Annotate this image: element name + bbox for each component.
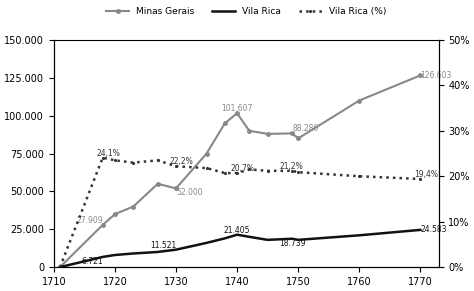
Vila Rica — [112, 253, 118, 257]
Vila Rica (%) — [155, 159, 161, 162]
Minas Gerais — [418, 74, 423, 77]
Vila Rica — [418, 228, 423, 232]
Minas Gerais — [57, 265, 63, 269]
Vila Rica (%) — [356, 175, 362, 178]
Vila Rica — [234, 233, 240, 237]
Vila Rica — [356, 234, 362, 237]
Vila Rica (%) — [130, 161, 136, 164]
Vila Rica — [173, 248, 179, 251]
Minas Gerais — [100, 223, 106, 227]
Text: 24,1%: 24,1% — [97, 149, 120, 158]
Vila Rica (%) — [57, 265, 63, 269]
Text: 20,7%: 20,7% — [231, 164, 255, 173]
Text: 22,2%: 22,2% — [170, 157, 194, 166]
Minas Gerais — [204, 152, 210, 155]
Minas Gerais — [356, 99, 362, 102]
Vila Rica — [130, 252, 136, 255]
Vila Rica (%) — [265, 169, 271, 173]
Minas Gerais — [246, 129, 252, 133]
Text: 24.583: 24.583 — [420, 226, 447, 234]
Minas Gerais — [173, 187, 179, 190]
Text: 52.000: 52.000 — [176, 188, 203, 197]
Vila Rica — [204, 241, 210, 245]
Minas Gerais — [130, 205, 136, 208]
Minas Gerais — [289, 132, 295, 135]
Vila Rica (%) — [295, 171, 301, 174]
Legend: Minas Gerais, Vila Rica, Vila Rica (%): Minas Gerais, Vila Rica, Vila Rica (%) — [103, 3, 390, 20]
Vila Rica — [57, 265, 63, 269]
Vila Rica — [289, 237, 295, 240]
Text: 101.607: 101.607 — [221, 104, 253, 113]
Vila Rica — [295, 238, 301, 242]
Vila Rica — [265, 238, 271, 242]
Text: 18.739: 18.739 — [279, 239, 305, 248]
Minas Gerais — [155, 182, 161, 186]
Line: Vila Rica: Vila Rica — [60, 230, 420, 267]
Line: Minas Gerais: Minas Gerais — [58, 74, 422, 269]
Text: 88.286: 88.286 — [292, 125, 319, 134]
Vila Rica (%) — [289, 169, 295, 173]
Vila Rica (%) — [222, 171, 228, 175]
Minas Gerais — [112, 212, 118, 216]
Minas Gerais — [265, 132, 271, 136]
Text: 21,2%: 21,2% — [280, 162, 303, 171]
Vila Rica (%) — [204, 166, 210, 170]
Text: 126.603: 126.603 — [420, 71, 452, 80]
Vila Rica — [155, 250, 161, 254]
Vila Rica (%) — [100, 156, 106, 159]
Vila Rica — [246, 235, 252, 239]
Minas Gerais — [222, 122, 228, 125]
Text: 6.721: 6.721 — [81, 257, 103, 266]
Line: Vila Rica (%): Vila Rica (%) — [58, 156, 422, 269]
Text: 21.405: 21.405 — [224, 226, 250, 235]
Vila Rica (%) — [234, 171, 240, 175]
Minas Gerais — [295, 137, 301, 140]
Vila Rica (%) — [112, 159, 118, 162]
Text: 11.521: 11.521 — [150, 241, 176, 250]
Vila Rica — [100, 255, 106, 259]
Vila Rica (%) — [173, 164, 179, 168]
Text: 19,4%: 19,4% — [414, 170, 438, 179]
Minas Gerais — [234, 111, 240, 115]
Vila Rica — [222, 237, 228, 240]
Vila Rica (%) — [246, 168, 252, 171]
Text: 27.909: 27.909 — [76, 216, 103, 225]
Vila Rica (%) — [418, 177, 423, 181]
